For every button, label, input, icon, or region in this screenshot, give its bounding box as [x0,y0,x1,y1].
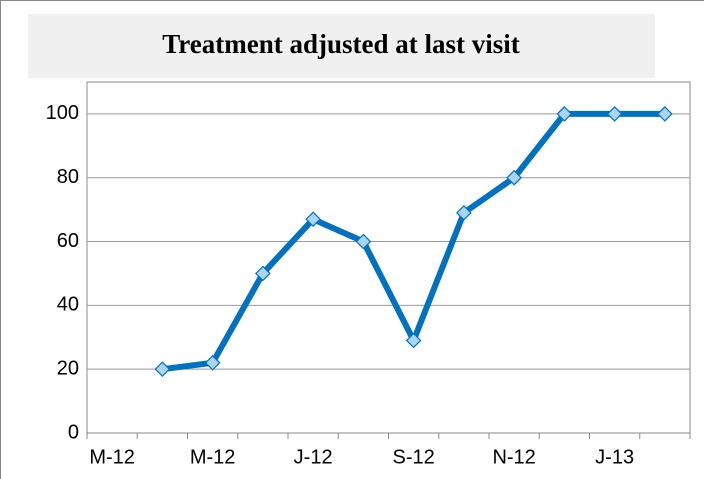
data-point [556,106,573,122]
data-point [154,361,171,378]
data-point [405,332,422,349]
y-tick-label: 40 [57,294,79,316]
data-point [606,106,623,122]
y-tick-label: 80 [57,166,79,188]
x-tick-label: J-13 [595,446,634,468]
x-tick-label: M-12 [190,446,236,468]
data-point [305,211,321,228]
title-box [28,14,655,78]
data-point [456,204,472,221]
x-tick-label: N-12 [492,446,535,468]
x-tick-label: M-12 [89,446,135,468]
chart-title: Treatment adjusted at last visit [162,29,519,59]
x-tick-label: J-12 [294,446,333,468]
plot-area [86,81,691,434]
y-tick-label: 20 [57,357,79,379]
data-point [255,265,271,282]
x-tick-label: S-12 [393,446,435,468]
data-point [657,106,673,122]
data-point [204,354,221,371]
data-point [506,169,522,186]
y-tick-label: 60 [57,230,79,252]
y-tick-label: 0 [68,421,79,443]
data-point [355,233,372,250]
y-tick-label: 100 [46,102,79,124]
